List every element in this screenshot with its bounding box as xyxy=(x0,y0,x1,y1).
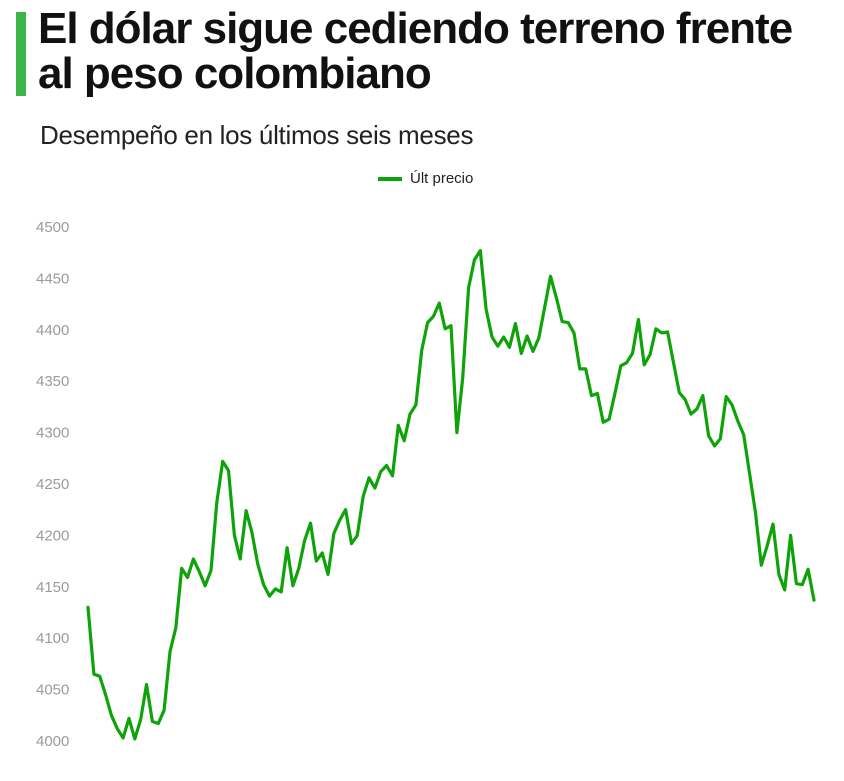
y-tick-label: 4150 xyxy=(36,579,69,596)
y-axis: 4500 4450 4400 4350 4300 4250 4200 4150 4100 4050… xyxy=(36,219,69,750)
plot-area xyxy=(86,249,816,741)
y-tick-label: 4350 xyxy=(36,373,69,390)
y-tick-label: 4100 xyxy=(36,630,69,647)
y-tick-label: 4400 xyxy=(36,322,69,339)
y-tick-label: 4250 xyxy=(36,476,69,493)
y-tick-label: 4500 xyxy=(36,219,69,236)
series-line xyxy=(86,249,816,741)
y-tick-label: 4050 xyxy=(36,682,69,699)
y-tick-label: 4450 xyxy=(36,270,69,287)
chart-subtitle: Desempeño en los últimos seis meses xyxy=(40,120,474,150)
chart-legend: Últ precio xyxy=(378,170,473,187)
y-tick-label: 4000 xyxy=(36,733,69,750)
chart-title: El dólar sigue cediendo terreno frente a… xyxy=(38,4,793,98)
y-tick-label: 4200 xyxy=(36,527,69,544)
legend-label: Últ precio xyxy=(410,170,474,187)
y-tick-label: 4300 xyxy=(36,425,69,442)
legend-swatch xyxy=(378,176,402,181)
title-accent-bar xyxy=(16,12,26,96)
